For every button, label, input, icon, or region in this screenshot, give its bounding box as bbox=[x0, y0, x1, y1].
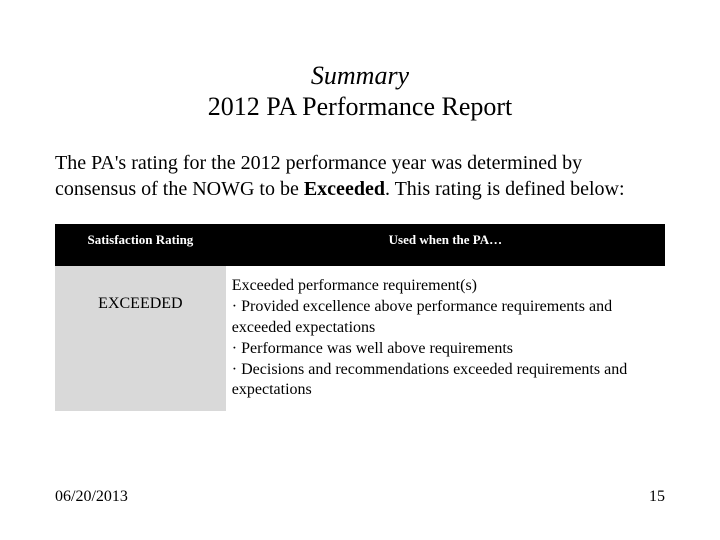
bullet-text: Provided excellence above performance re… bbox=[232, 298, 612, 336]
desc-bullet: · Performance was well above requirement… bbox=[232, 339, 659, 360]
title-line2: 2012 PA Performance Report bbox=[55, 91, 665, 122]
title-block: Summary 2012 PA Performance Report bbox=[55, 60, 665, 122]
bullet-text: Decisions and recommendations exceeded r… bbox=[232, 361, 627, 399]
rating-table: Satisfaction Rating Used when the PA… EX… bbox=[55, 224, 665, 411]
intro-part2: . This rating is defined below: bbox=[385, 178, 625, 200]
intro-paragraph: The PA's rating for the 2012 performance… bbox=[55, 150, 665, 202]
description-cell: Exceeded performance requirement(s) · Pr… bbox=[226, 266, 665, 411]
rating-cell: EXCEEDED bbox=[55, 266, 226, 411]
table-header-row: Satisfaction Rating Used when the PA… bbox=[55, 224, 665, 266]
table-header-usedwhen: Used when the PA… bbox=[226, 224, 665, 266]
table-row: EXCEEDED Exceeded performance requiremen… bbox=[55, 266, 665, 411]
intro-bold: Exceeded bbox=[304, 178, 385, 200]
footer-page: 15 bbox=[649, 488, 665, 506]
title-line1: Summary bbox=[55, 60, 665, 91]
table-header-rating: Satisfaction Rating bbox=[55, 224, 226, 266]
desc-bullet: · Provided excellence above performance … bbox=[232, 297, 659, 339]
footer: 06/20/2013 15 bbox=[55, 488, 665, 506]
footer-date: 06/20/2013 bbox=[55, 488, 128, 506]
bullet-text: Performance was well above requirements bbox=[241, 340, 513, 357]
desc-bullet: · Decisions and recommendations exceeded… bbox=[232, 360, 659, 402]
desc-intro: Exceeded performance requirement(s) bbox=[232, 276, 659, 297]
